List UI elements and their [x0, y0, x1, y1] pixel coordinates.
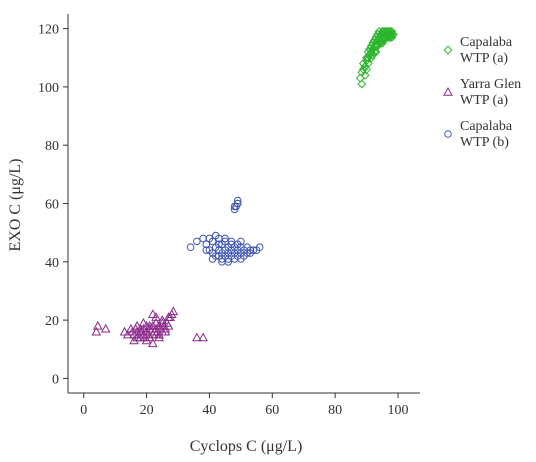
data-point — [237, 237, 245, 246]
x-tick-label: 20 — [140, 403, 154, 418]
x-axis-title: Cyclops C (μg/L) — [190, 438, 303, 455]
y-tick-label: 100 — [38, 81, 59, 96]
data-point — [154, 332, 164, 342]
data-point — [362, 64, 372, 74]
data-point — [227, 237, 236, 246]
legend-item: Yarra Glen WTP (a) — [443, 77, 521, 108]
data-point — [366, 53, 376, 63]
legend-item: Capalaba WTP (a) — [443, 35, 513, 66]
data-point — [168, 306, 179, 316]
data-point — [202, 246, 211, 254]
data-point — [154, 329, 164, 339]
data-point — [233, 199, 242, 208]
data-point — [100, 323, 111, 333]
legend-marker — [443, 45, 453, 55]
data-point — [360, 70, 370, 80]
data-point — [215, 240, 223, 249]
series-1 — [355, 26, 398, 89]
data-point — [186, 243, 195, 252]
legend-label-line: WTP (a) — [460, 51, 508, 66]
data-point — [160, 326, 171, 336]
data-point — [148, 338, 158, 348]
data-point — [385, 32, 395, 42]
legend-label-line: Capalaba — [460, 35, 513, 50]
data-point — [93, 320, 103, 330]
data-point — [129, 329, 139, 339]
data-point — [221, 234, 229, 243]
x-tick-label: 60 — [265, 403, 279, 418]
y-axis-title: EXO C (μg/L) — [7, 158, 24, 251]
data-point — [193, 237, 201, 246]
data-point — [151, 312, 161, 321]
data-point — [198, 332, 208, 342]
data-point — [369, 47, 379, 57]
data-point — [122, 329, 133, 339]
data-point — [246, 249, 255, 257]
points-layer — [91, 26, 398, 348]
data-point — [144, 320, 155, 330]
data-point — [360, 61, 370, 71]
legend-label: Yarra Glen WTP (a) — [460, 77, 521, 108]
y-tick-label: 20 — [45, 314, 59, 329]
data-point — [377, 38, 387, 48]
data-point — [192, 332, 202, 342]
legend-marker — [443, 86, 453, 96]
x-tick-label: 0 — [80, 403, 87, 418]
y-tick-label: 80 — [45, 139, 59, 154]
data-point — [163, 320, 174, 330]
data-point — [129, 335, 139, 345]
data-point — [148, 309, 158, 318]
data-point — [255, 243, 264, 252]
data-point — [157, 315, 168, 324]
series-3 — [186, 196, 264, 266]
axes-layer: 0 20 40 60 80 100 0 20 40 60 80 100 120 — [38, 14, 420, 418]
y-tick-label: 0 — [52, 372, 59, 387]
x-tick-label: 80 — [328, 403, 342, 418]
data-point — [163, 312, 174, 321]
data-point — [233, 196, 242, 205]
y-tick-label: 120 — [38, 23, 59, 38]
data-point — [376, 38, 386, 48]
legend-label: Capalaba WTP (b) — [460, 119, 513, 150]
data-point — [357, 79, 367, 89]
data-point — [387, 32, 397, 42]
data-point — [211, 252, 220, 260]
series-2 — [91, 306, 208, 348]
legend-label-line: Yarra Glen — [460, 77, 521, 92]
y-tick-label: 40 — [45, 256, 59, 271]
legend-label-line: Capalaba — [460, 119, 513, 134]
legend-label-line: WTP (a) — [460, 93, 508, 108]
data-point — [135, 332, 146, 342]
data-point — [138, 318, 149, 327]
x-tick-label: 100 — [388, 403, 409, 418]
data-point — [135, 326, 146, 336]
data-point — [379, 35, 389, 45]
data-point — [160, 323, 171, 333]
legend-label-line: WTP (b) — [460, 135, 509, 150]
data-point — [368, 50, 378, 60]
data-point — [208, 237, 217, 246]
data-point — [151, 318, 161, 327]
legend-marker — [444, 130, 452, 138]
data-point — [144, 332, 155, 342]
data-point — [132, 320, 142, 330]
x-tick-label: 40 — [202, 403, 216, 418]
data-point — [202, 240, 211, 249]
y-tick-label: 60 — [45, 198, 59, 213]
data-point — [91, 326, 102, 336]
data-point — [141, 335, 152, 345]
data-point — [138, 323, 149, 333]
legend: Capalaba WTP (a)Yarra Glen WTP (a)Capalaba… — [443, 35, 521, 150]
data-point — [224, 258, 233, 266]
legend-item: Capalaba WTP (b) — [444, 119, 513, 150]
data-point — [119, 326, 130, 336]
legend-label: Capalaba WTP (a) — [460, 35, 513, 66]
